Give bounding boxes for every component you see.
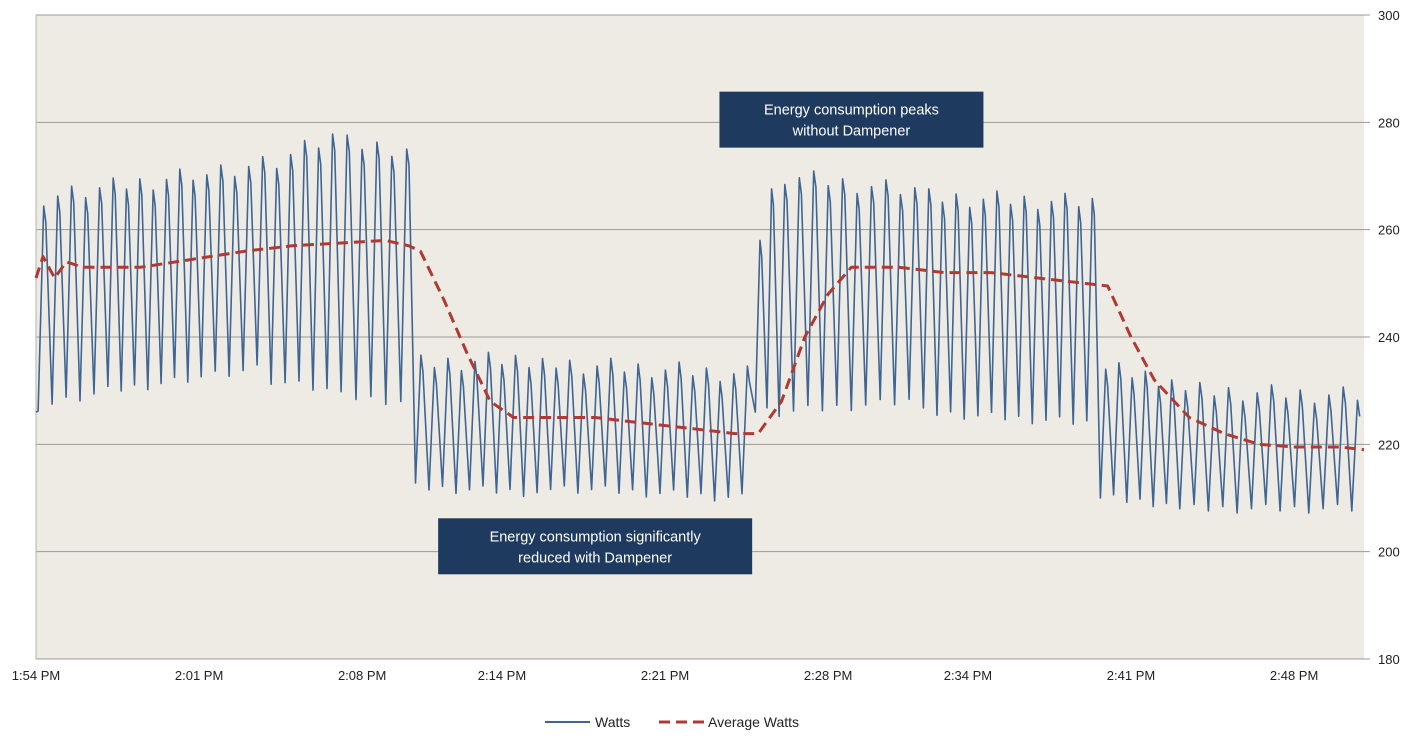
legend-entry-watts: Watts <box>545 714 630 730</box>
x-tick-label: 2:08 PM <box>338 668 386 683</box>
annotation-background <box>438 518 753 575</box>
legend: Watts Average Watts <box>545 714 799 730</box>
annotations: Energy consumption peaks without Dampener… <box>438 91 984 575</box>
annotation-box: Energy consumption significantly reduced … <box>438 518 753 575</box>
series-average-watts-line <box>34 238 1365 452</box>
annotation-text: without Dampener <box>792 124 911 140</box>
y-tick-label: 260 <box>1378 223 1400 238</box>
x-tick-label: 1:54 PM <box>12 668 60 683</box>
y-tick-label: 300 <box>1378 8 1400 23</box>
x-tick-label: 2:41 PM <box>1107 668 1155 683</box>
annotation-text: reduced with Dampener <box>518 550 672 566</box>
y-tick-label: 200 <box>1378 545 1400 560</box>
annotation-box: Energy consumption peaks without Dampener <box>719 91 984 148</box>
x-tick-label: 2:21 PM <box>641 668 689 683</box>
legend-label: Watts <box>595 714 630 730</box>
x-tick-label: 2:14 PM <box>478 668 526 683</box>
series-layer <box>34 133 1365 514</box>
x-tick-label: 2:01 PM <box>175 668 223 683</box>
legend-entry-average-watts: Average Watts <box>659 714 799 730</box>
series-watts-line <box>35 133 1361 514</box>
annotation-text: Energy consumption significantly <box>490 529 702 545</box>
x-axis-tick-labels: 1:54 PM 2:01 PM 2:08 PM 2:14 PM 2:21 PM 2:28 … <box>12 668 1319 683</box>
annotation-text: Energy consumption peaks <box>764 103 939 119</box>
annotation-background <box>719 91 984 148</box>
legend-label: Average Watts <box>708 714 799 730</box>
y-axis-tick-labels: 180 200 220 240 260 280 300 <box>1378 8 1400 667</box>
y-tick-label: 240 <box>1378 330 1400 345</box>
y-tick-label: 180 <box>1378 652 1400 667</box>
y-tick-label: 280 <box>1378 115 1400 130</box>
x-tick-label: 2:28 PM <box>804 668 852 683</box>
y-tick-label: 220 <box>1378 437 1400 452</box>
x-tick-label: 2:34 PM <box>944 668 992 683</box>
x-tick-label: 2:48 PM <box>1270 668 1318 683</box>
